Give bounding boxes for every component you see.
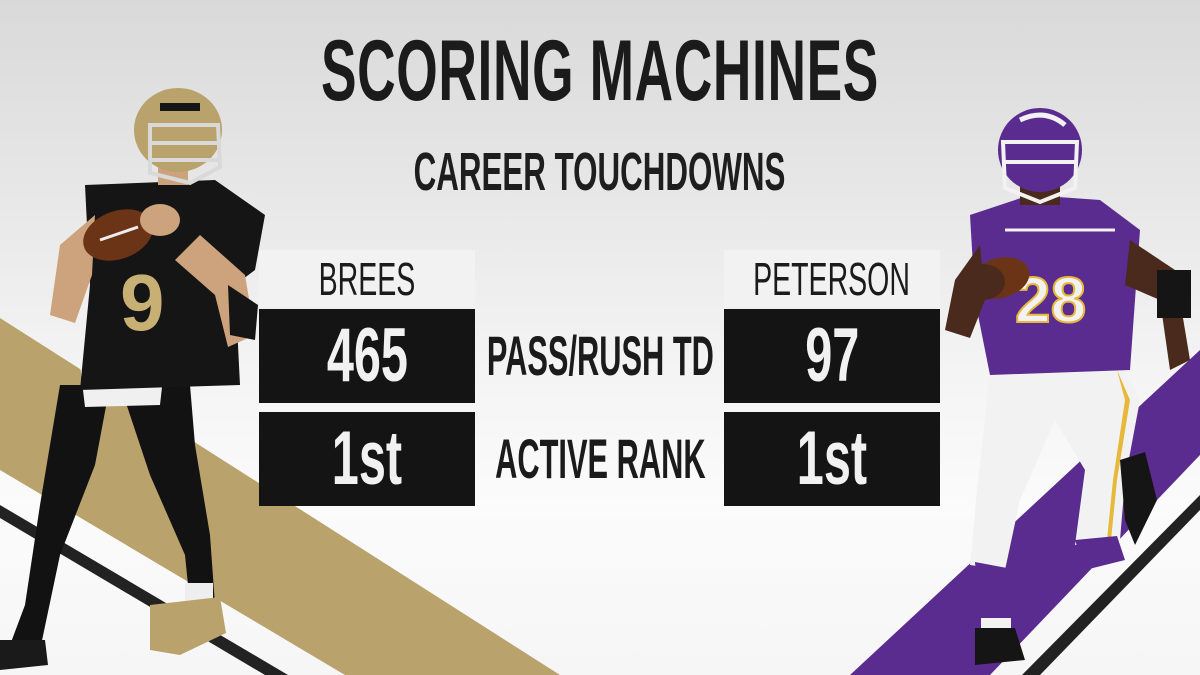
right-player-name: PETERSON xyxy=(753,252,911,305)
rank-label-text: ACTIVE RANK xyxy=(494,427,706,490)
right-td-box: 97 xyxy=(724,309,940,403)
vikings-running-back-icon: 28 xyxy=(945,108,1191,665)
rank-row-label: ACTIVE RANK xyxy=(476,412,724,506)
purple-accent-line xyxy=(1022,495,1200,675)
saints-quarterback-icon: 9 xyxy=(0,88,265,670)
subtitle-text: CAREER TOUCHDOWNS xyxy=(414,142,786,202)
graphic-subtitle: CAREER TOUCHDOWNS xyxy=(0,145,1200,199)
left-td-value: 465 xyxy=(326,313,408,398)
right-player-name-box: PETERSON xyxy=(724,250,940,307)
right-td-value: 97 xyxy=(804,313,860,398)
graphic-title: SCORING MACHINES xyxy=(0,28,1200,114)
td-label-text: PASS/RUSH TD xyxy=(486,324,714,387)
right-rank-box: 1st xyxy=(724,412,940,506)
td-row-label: PASS/RUSH TD xyxy=(476,309,724,403)
left-player-name: BREES xyxy=(318,252,416,305)
left-td-box: 465 xyxy=(259,309,475,403)
left-rank-box: 1st xyxy=(259,412,475,506)
left-rank-value: 1st xyxy=(331,416,403,501)
left-player-name-box: BREES xyxy=(259,250,475,307)
svg-text:9: 9 xyxy=(120,258,165,347)
right-rank-value: 1st xyxy=(796,416,868,501)
title-text: SCORING MACHINES xyxy=(321,23,879,119)
